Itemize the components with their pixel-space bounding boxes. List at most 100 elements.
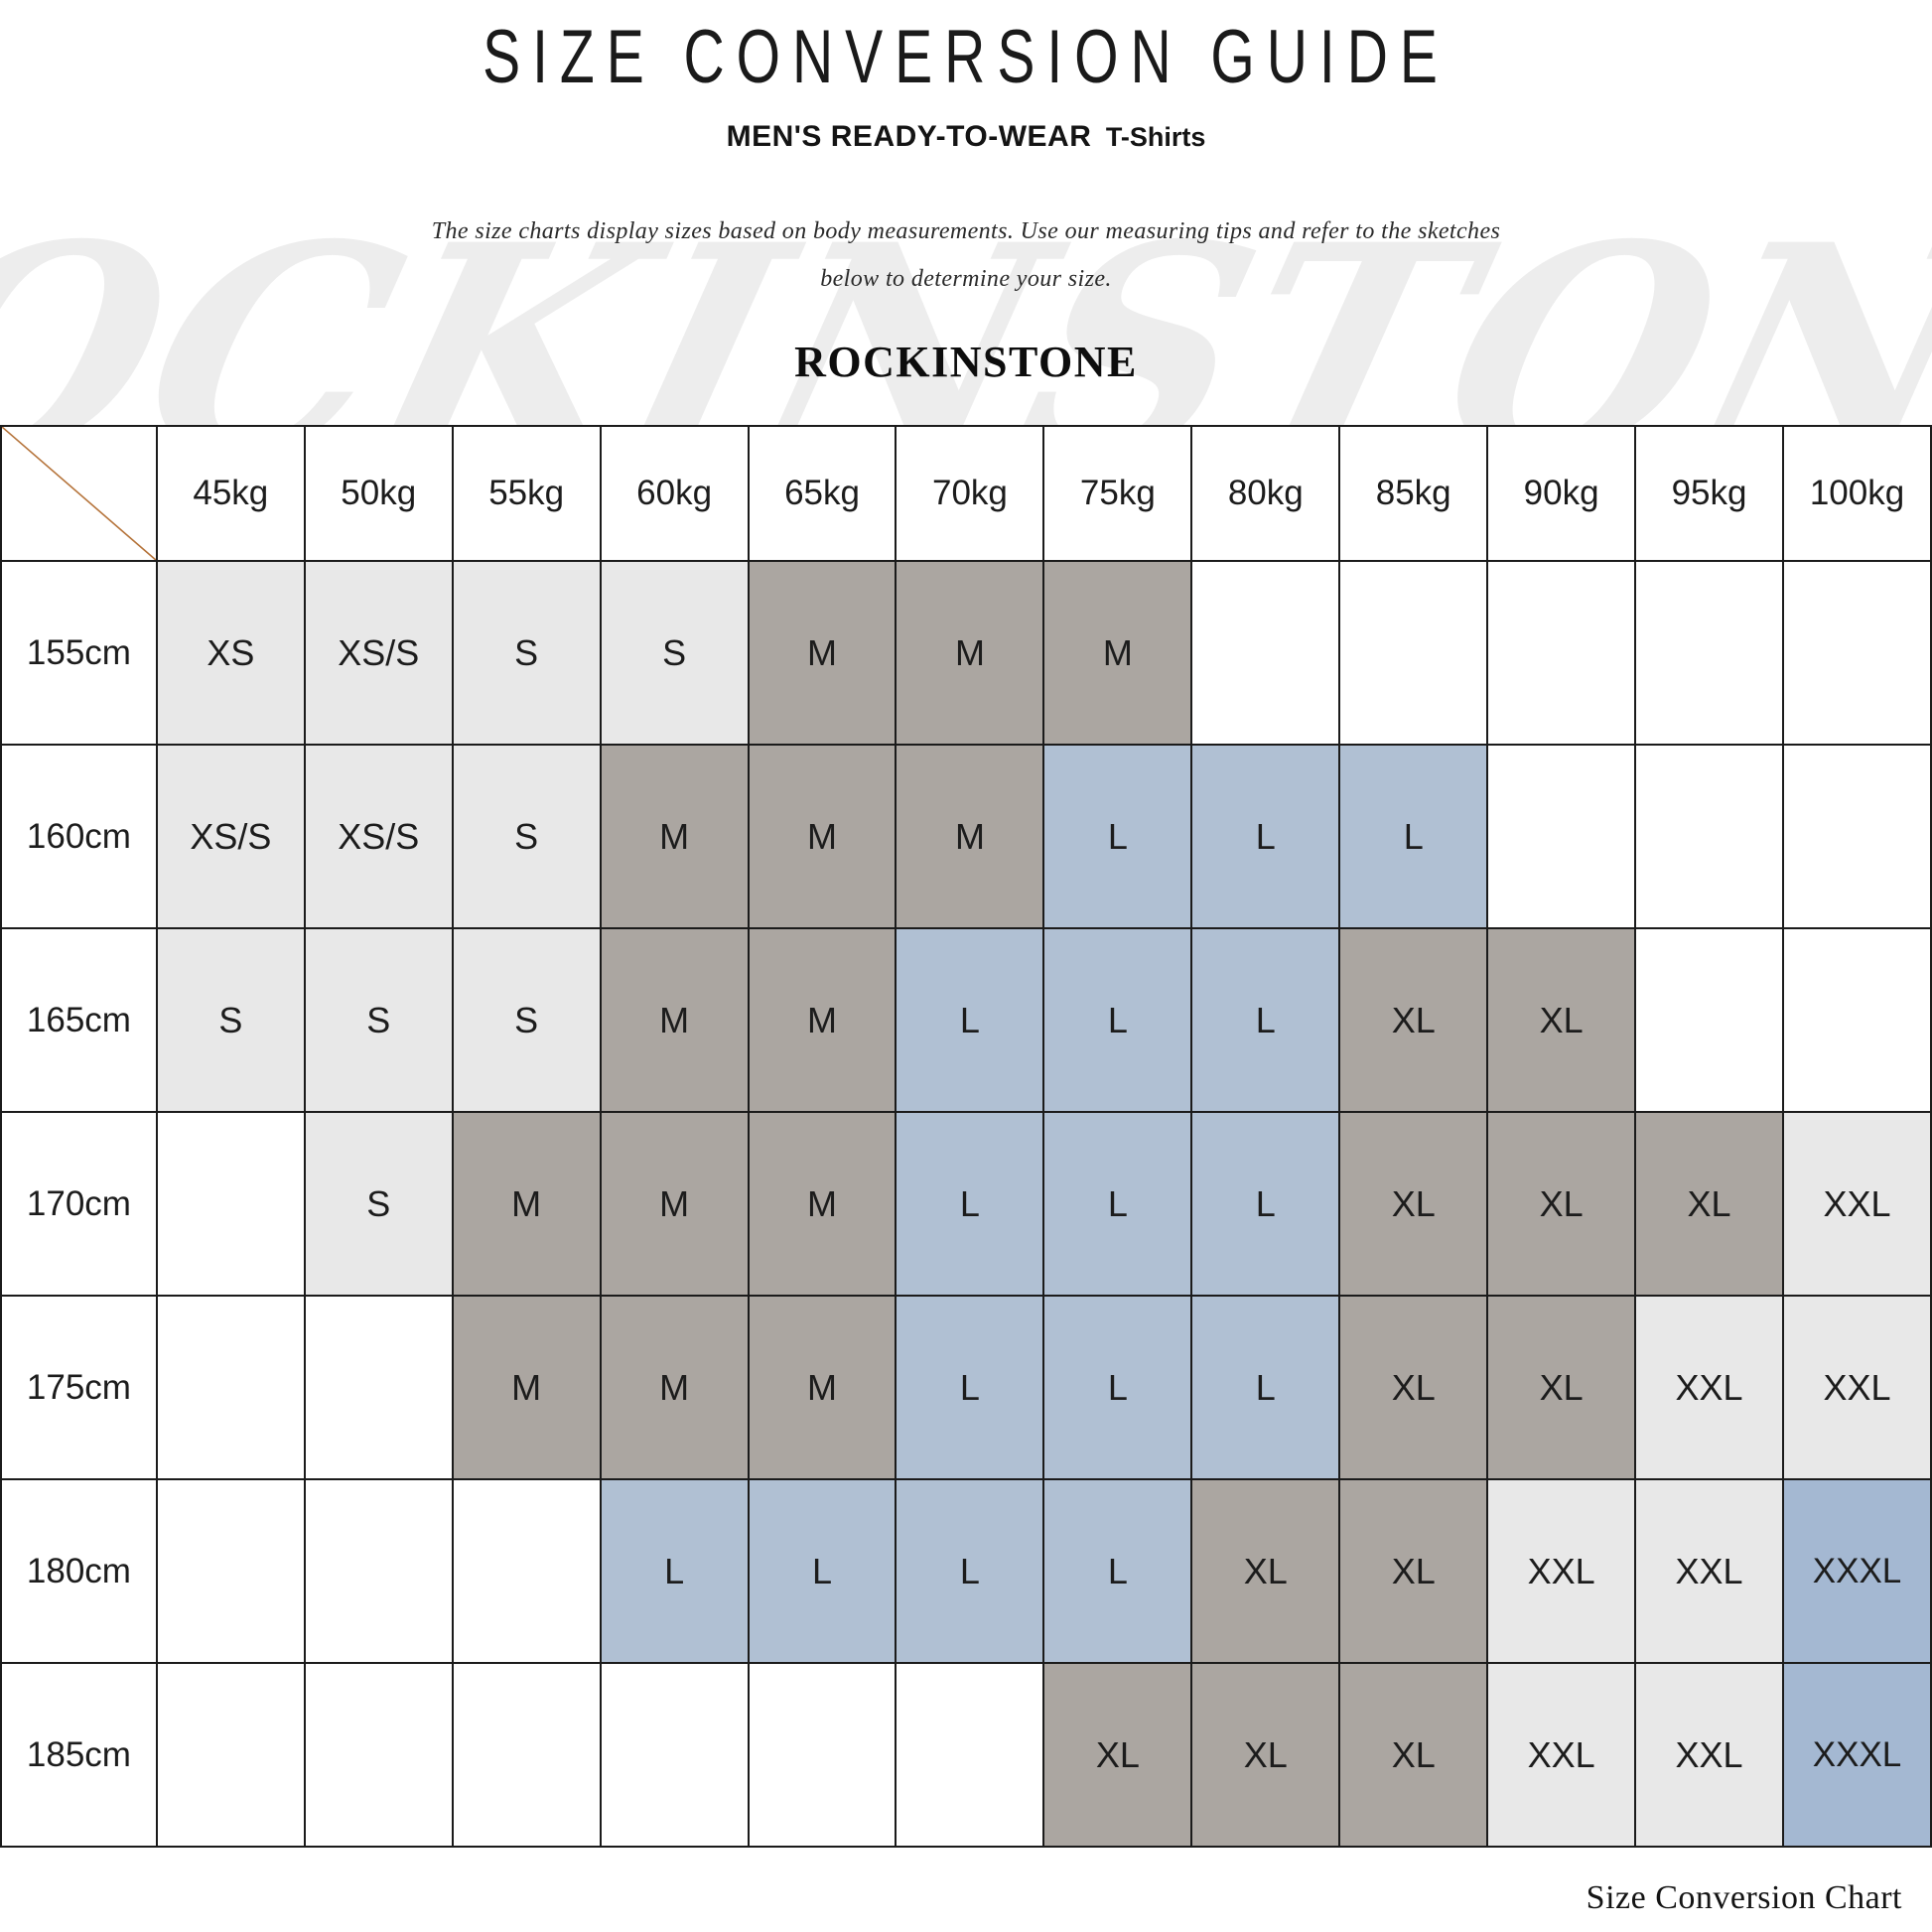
column-header-75kg: 75kg <box>1042 425 1193 562</box>
table-row: 170cm S M M M L L L XL XL XL XXL <box>0 1111 1932 1297</box>
table-row: 185cm XL XL XL XXL XXL XXXL <box>0 1662 1932 1848</box>
size-cell-185cm-75kg: XL <box>1042 1662 1193 1848</box>
size-cell-170cm-100kg: XXL <box>1782 1111 1932 1297</box>
row-header-185cm: 185cm <box>0 1662 158 1848</box>
size-cell-170cm-50kg: S <box>303 1111 454 1297</box>
corner-cell-diagonal <box>0 425 158 562</box>
column-header-45kg: 45kg <box>155 425 306 562</box>
size-cell-175cm-90kg: XL <box>1486 1295 1637 1480</box>
size-cell-175cm-85kg: XL <box>1338 1295 1489 1480</box>
size-cell-180cm-80kg: XL <box>1190 1478 1341 1664</box>
size-cell-165cm-75kg: L <box>1042 927 1193 1113</box>
size-cell-empty <box>155 1295 306 1480</box>
size-cell-180cm-70kg: L <box>895 1478 1045 1664</box>
row-header-170cm: 170cm <box>0 1111 158 1297</box>
size-cell-empty <box>747 1662 897 1848</box>
size-cell-empty <box>451 1662 602 1848</box>
size-cell-160cm-45kg: XS/S <box>155 744 306 929</box>
table-row: 180cm L L L L XL XL XXL XXL XXXL <box>0 1478 1932 1664</box>
size-cell-empty <box>303 1478 454 1664</box>
size-cell-180cm-65kg: L <box>747 1478 897 1664</box>
size-cell-empty <box>155 1478 306 1664</box>
column-header-65kg: 65kg <box>747 425 897 562</box>
size-cell-175cm-55kg: M <box>451 1295 602 1480</box>
size-cell-empty <box>1782 744 1932 929</box>
size-cell-170cm-70kg: L <box>895 1111 1045 1297</box>
column-header-70kg: 70kg <box>895 425 1045 562</box>
description-text: The size charts display sizes based on b… <box>431 218 1501 292</box>
size-cell-empty <box>1634 927 1785 1113</box>
table-head: 45kg 50kg 55kg 60kg 65kg 70kg 75kg 80kg 85kg 90kg… <box>0 425 1932 562</box>
table-row: 175cm M M M L L L XL XL XXL XXL <box>0 1295 1932 1480</box>
column-header-60kg: 60kg <box>599 425 750 562</box>
size-cell-empty <box>1486 744 1637 929</box>
size-cell-empty <box>303 1662 454 1848</box>
table-row: 165cm S S S M M L L L XL XL <box>0 927 1932 1113</box>
size-cell-170cm-80kg: L <box>1190 1111 1341 1297</box>
size-cell-180cm-100kg: XXXL <box>1782 1478 1932 1664</box>
size-cell-175cm-95kg: XXL <box>1634 1295 1785 1480</box>
row-header-175cm: 175cm <box>0 1295 158 1480</box>
column-header-100kg: 100kg <box>1782 425 1932 562</box>
column-header-55kg: 55kg <box>451 425 602 562</box>
row-header-180cm: 180cm <box>0 1478 158 1664</box>
size-cell-165cm-45kg: S <box>155 927 306 1113</box>
size-cell-155cm-75kg: M <box>1042 560 1193 746</box>
size-cell-165cm-55kg: S <box>451 927 602 1113</box>
size-cell-170cm-90kg: XL <box>1486 1111 1637 1297</box>
size-cell-185cm-100kg: XXXL <box>1782 1662 1932 1848</box>
chart-caption: Size Conversion Chart <box>1586 1879 1902 1916</box>
table-body: 155cm XS XS/S S S M M M 160cm XS/S XS/S S M M M L L L 165c… <box>0 560 1932 1848</box>
size-cell-empty <box>1486 560 1637 746</box>
size-cell-165cm-80kg: L <box>1190 927 1341 1113</box>
table-header-row: 45kg 50kg 55kg 60kg 65kg 70kg 75kg 80kg 85kg 90kg… <box>0 425 1932 562</box>
size-cell-165cm-85kg: XL <box>1338 927 1489 1113</box>
size-cell-185cm-80kg: XL <box>1190 1662 1341 1848</box>
size-cell-175cm-70kg: L <box>895 1295 1045 1480</box>
size-cell-180cm-85kg: XL <box>1338 1478 1489 1664</box>
row-header-165cm: 165cm <box>0 927 158 1113</box>
brand-name: ROCKINSTONE <box>794 338 1138 386</box>
diagonal-divider-line <box>2 427 156 560</box>
size-cell-185cm-90kg: XXL <box>1486 1662 1637 1848</box>
size-cell-155cm-45kg: XS <box>155 560 306 746</box>
size-cell-empty <box>155 1111 306 1297</box>
size-cell-155cm-55kg: S <box>451 560 602 746</box>
size-cell-175cm-65kg: M <box>747 1295 897 1480</box>
size-cell-180cm-75kg: L <box>1042 1478 1193 1664</box>
size-cell-empty <box>1338 560 1489 746</box>
size-cell-175cm-60kg: M <box>599 1295 750 1480</box>
size-cell-180cm-60kg: L <box>599 1478 750 1664</box>
size-cell-165cm-65kg: M <box>747 927 897 1113</box>
row-header-160cm: 160cm <box>0 744 158 929</box>
size-cell-160cm-60kg: M <box>599 744 750 929</box>
size-cell-165cm-60kg: M <box>599 927 750 1113</box>
size-cell-empty <box>599 1662 750 1848</box>
column-header-90kg: 90kg <box>1486 425 1637 562</box>
row-header-155cm: 155cm <box>0 560 158 746</box>
size-cell-155cm-50kg: XS/S <box>303 560 454 746</box>
size-cell-160cm-80kg: L <box>1190 744 1341 929</box>
size-cell-160cm-50kg: XS/S <box>303 744 454 929</box>
size-cell-155cm-65kg: M <box>747 560 897 746</box>
size-cell-empty <box>1782 560 1932 746</box>
column-header-85kg: 85kg <box>1338 425 1489 562</box>
size-cell-170cm-95kg: XL <box>1634 1111 1785 1297</box>
size-cell-165cm-50kg: S <box>303 927 454 1113</box>
size-cell-170cm-85kg: XL <box>1338 1111 1489 1297</box>
subtitle-product: T-Shirts <box>1105 122 1206 152</box>
size-cell-170cm-65kg: M <box>747 1111 897 1297</box>
size-cell-160cm-75kg: L <box>1042 744 1193 929</box>
size-cell-180cm-90kg: XXL <box>1486 1478 1637 1664</box>
size-cell-170cm-75kg: L <box>1042 1111 1193 1297</box>
subtitle: MEN'S READY-TO-WEAR T-Shirts <box>0 120 1932 154</box>
size-cell-175cm-80kg: L <box>1190 1295 1341 1480</box>
size-cell-empty <box>451 1478 602 1664</box>
size-cell-170cm-60kg: M <box>599 1111 750 1297</box>
size-cell-160cm-85kg: L <box>1338 744 1489 929</box>
size-cell-175cm-75kg: L <box>1042 1295 1193 1480</box>
size-cell-155cm-70kg: M <box>895 560 1045 746</box>
size-cell-160cm-70kg: M <box>895 744 1045 929</box>
size-cell-165cm-70kg: L <box>895 927 1045 1113</box>
